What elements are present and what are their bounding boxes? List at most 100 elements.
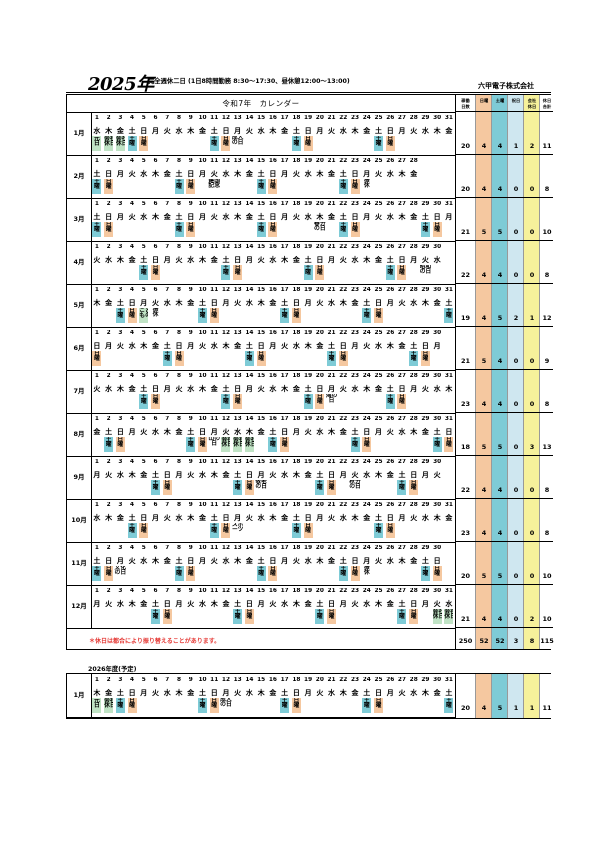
stats-value: 18: [460, 443, 471, 451]
saturday-mark: 土 曜: [327, 351, 337, 366]
day-number: 3: [118, 287, 123, 293]
weekday: 月: [175, 471, 183, 479]
weekday: 金: [116, 514, 124, 522]
weekday: 木: [328, 428, 336, 436]
day-number: 5: [141, 287, 146, 293]
sunday-mark: 日 曜: [139, 136, 149, 151]
weekday: 日: [234, 385, 242, 393]
weekday: 水: [339, 127, 347, 135]
day-number: 28: [409, 459, 418, 465]
day-number-row: 1 2 3 4 5 6 7 8 9 10 11 12 13 14 15 16 17 18 19 20 21 22 23 24 2…: [91, 244, 455, 252]
day-mark-cell: [220, 566, 232, 584]
day-number: 7: [165, 201, 170, 207]
day-number: 25: [374, 287, 383, 293]
weekday: 水: [304, 557, 312, 565]
sunday-mark: 日 曜: [315, 265, 325, 280]
day-mark-cell: [126, 351, 138, 369]
day-number: 29: [421, 115, 430, 121]
day-mark-cell: 土 曜: [161, 351, 173, 369]
day-number: 8: [176, 287, 182, 293]
day-mark-cell: [173, 308, 185, 326]
day-mark-cell: 日 曜: [290, 308, 302, 326]
day-mark-cell: 日 曜: [255, 351, 267, 369]
stats-value: 8: [544, 486, 550, 494]
saturday-mark: 土 曜: [385, 394, 395, 409]
weekday: 月: [339, 471, 347, 479]
sunday-mark: 日 曜: [397, 265, 407, 280]
day-mark-cell: [337, 136, 349, 154]
day-mark-cell: [408, 437, 420, 455]
weekday: 日: [222, 127, 230, 135]
day-mark-cell: 日 曜: [396, 394, 408, 412]
day-number: 3: [118, 545, 123, 551]
sunday-mark: 日 曜: [350, 222, 360, 237]
stats-value: 0: [529, 271, 535, 279]
weekday: 月: [187, 342, 195, 350]
weekday: 火: [374, 170, 382, 178]
saturday-mark: 土 曜: [209, 523, 219, 538]
day-mark-cell: 土 曜: [302, 394, 314, 412]
weekday: 木: [374, 471, 382, 479]
day-mark-cell: [361, 136, 373, 154]
day-mark-cell: [408, 222, 420, 240]
day-number: 15: [257, 588, 266, 594]
day-number: 17: [280, 115, 289, 121]
day-mark-cell: 土 曜: [255, 566, 267, 584]
day-mark-cell: [138, 351, 150, 369]
day-mark-cell: [396, 351, 408, 369]
day-mark-cell: [185, 265, 197, 283]
sunday-mark: 日 曜: [244, 609, 254, 624]
weekday: 木: [421, 689, 429, 697]
weekday: 月: [304, 689, 312, 697]
saturday-mark: 土 曜: [303, 394, 313, 409]
holiday-mark-row: 土 曜日 曜土 曜日 曜山の 日会社 休日 会社 休日 会社 休日土 曜日 曜土 曜…: [91, 437, 455, 455]
day-number: 13: [233, 201, 242, 207]
weekday: 金: [234, 342, 242, 350]
day-mark-cell: 土 曜: [232, 609, 244, 627]
weekday: 木: [374, 600, 382, 608]
weekday: 土: [105, 428, 113, 436]
weekday: 土: [128, 127, 136, 135]
day-number: 31: [444, 373, 453, 379]
day-number: 23: [350, 373, 360, 379]
month-label: 11月: [67, 542, 92, 585]
stats-value: 4: [481, 486, 487, 494]
day-number: 6: [153, 115, 158, 121]
day-mark-cell: [337, 265, 349, 283]
day-mark-cell: 日 曜: [126, 698, 138, 716]
day-mark-cell: 日 曜: [349, 566, 361, 584]
day-mark-cell: [279, 609, 291, 627]
day-mark-cell: [185, 480, 197, 498]
weekday: 土: [140, 256, 148, 264]
weekday: 月: [433, 342, 441, 350]
weekday: 土: [410, 342, 418, 350]
weekday: 月: [116, 557, 124, 565]
day-mark-cell: [349, 136, 361, 154]
day-mark-cell: [150, 136, 162, 154]
stats-value: 19: [460, 314, 471, 322]
day-number: 27: [397, 115, 406, 121]
day-number: 9: [188, 330, 193, 336]
weekday: 土: [222, 256, 230, 264]
day-number: 17: [280, 459, 289, 465]
day-number: 11: [210, 115, 219, 121]
day-number: 29: [421, 201, 430, 207]
saturday-mark: 土 曜: [444, 698, 454, 713]
sunday-mark: 日 曜: [268, 179, 278, 194]
day-number: 29: [421, 502, 430, 508]
day-number: 22: [339, 244, 348, 250]
day-number: 4: [130, 115, 135, 121]
weekday: 月: [93, 600, 101, 608]
day-mark-cell: 文化 の日: [114, 566, 127, 584]
sunday-mark: 日 曜: [432, 222, 442, 237]
weekday: 火: [105, 471, 113, 479]
day-number: 6: [153, 545, 158, 551]
day-number: 21: [327, 201, 336, 207]
day-number: 19: [304, 287, 313, 293]
day-mark-cell: [138, 609, 150, 627]
day-number: 30: [433, 677, 442, 683]
day-number: 30: [433, 373, 442, 379]
day-number: 11: [210, 677, 219, 683]
month-label: 3月: [67, 198, 92, 241]
weekday: 木: [163, 428, 171, 436]
